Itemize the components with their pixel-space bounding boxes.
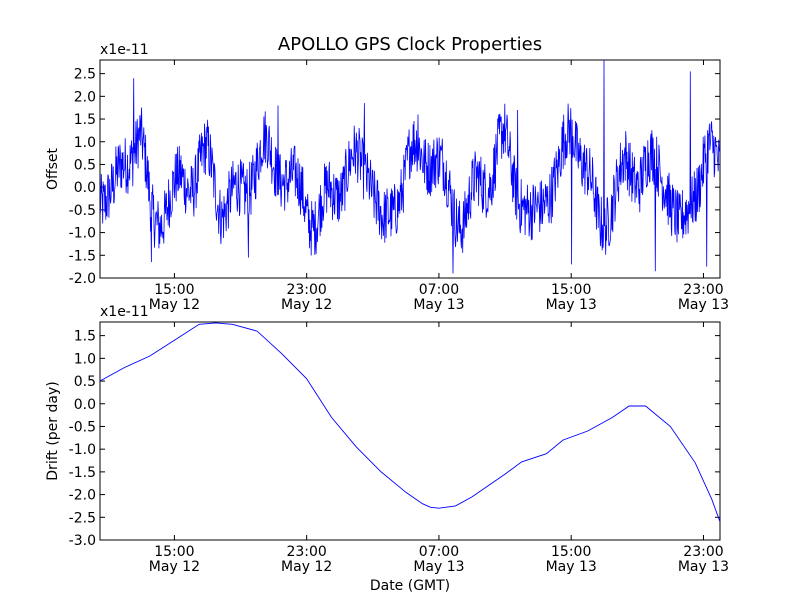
drift-ytick-label: 1.0 [74, 351, 96, 367]
drift-ytick-label: 0.5 [74, 374, 96, 390]
offset-ytick-label: 1.0 [74, 135, 96, 151]
drift-ytick-label: -0.5 [69, 419, 96, 435]
drift-ytick-label: -1.0 [69, 442, 96, 458]
offset-ytick-label: 0.0 [74, 180, 96, 196]
drift-ytick-label: 1.5 [74, 329, 96, 345]
offset-xtick-date-label: May 12 [281, 297, 332, 313]
offset-xtick-date-label: May 13 [678, 297, 729, 313]
offset-xtick-date-label: May 12 [149, 297, 200, 313]
drift-xtick-label: 15:00 [154, 544, 194, 560]
drift-ylabel: Drift (per day) [45, 381, 61, 480]
offset-ytick-label: -1.5 [69, 248, 96, 264]
drift-ytick-label: -2.5 [69, 510, 96, 526]
offset-xtick-label: 15:00 [551, 282, 591, 298]
drift-axes: -3.0 -2.5 -2.0 -1.5 -1.0 -0.5 0.0 0.5 1.0 1.5 15:0… [45, 304, 729, 594]
drift-xtick-label: 23:00 [286, 544, 326, 560]
drift-ytick-label: -3.0 [69, 533, 96, 549]
offset-ytick-label: 2.0 [74, 89, 96, 105]
drift-xtick-label: 15:00 [551, 544, 591, 560]
offset-ylabel: Offset [45, 147, 61, 190]
offset-xtick-label: 23:00 [286, 282, 326, 298]
offset-ytick-label: -2.0 [69, 271, 96, 287]
drift-ytick-label: 0.0 [74, 397, 96, 413]
offset-xtick-date-label: May 13 [413, 297, 464, 313]
offset-axes: -2.0-1.5-1.0-0.50.00.51.01.52.02.515:00M… [45, 42, 729, 313]
offset-ytick-label: -0.5 [69, 203, 96, 219]
drift-xtick-date-label: May 12 [149, 559, 200, 575]
drift-multiplier-label: x1e-11 [100, 304, 149, 320]
drift-xtick-label: 23:00 [683, 544, 723, 560]
offset-ytick-label: 1.5 [74, 112, 96, 128]
drift-xtick-date-label: May 12 [281, 559, 332, 575]
offset-xtick-label: 23:00 [683, 282, 723, 298]
offset-xtick-date-label: May 13 [546, 297, 597, 313]
offset-xtick-label: 15:00 [154, 282, 194, 298]
drift-series-line [100, 322, 720, 522]
drift-xtick-label: 07:00 [419, 544, 459, 560]
drift-xlabel: Date (GMT) [370, 578, 450, 594]
chart-title: APOLLO GPS Clock Properties [278, 34, 542, 55]
drift-plot-frame [99, 321, 721, 541]
drift-xtick-date-label: May 13 [546, 559, 597, 575]
offset-multiplier-label: x1e-11 [100, 42, 149, 58]
offset-ytick-label: -1.0 [69, 226, 96, 242]
drift-xtick-date-label: May 13 [678, 559, 729, 575]
drift-ytick-label: -1.5 [69, 465, 96, 481]
offset-xtick-label: 07:00 [419, 282, 459, 298]
offset-series-line [100, 60, 720, 274]
drift-ytick-label: -2.0 [69, 488, 96, 504]
offset-ytick-label: 2.5 [74, 67, 96, 83]
drift-xtick-date-label: May 13 [413, 559, 464, 575]
offset-ytick-label: 0.5 [74, 157, 96, 173]
